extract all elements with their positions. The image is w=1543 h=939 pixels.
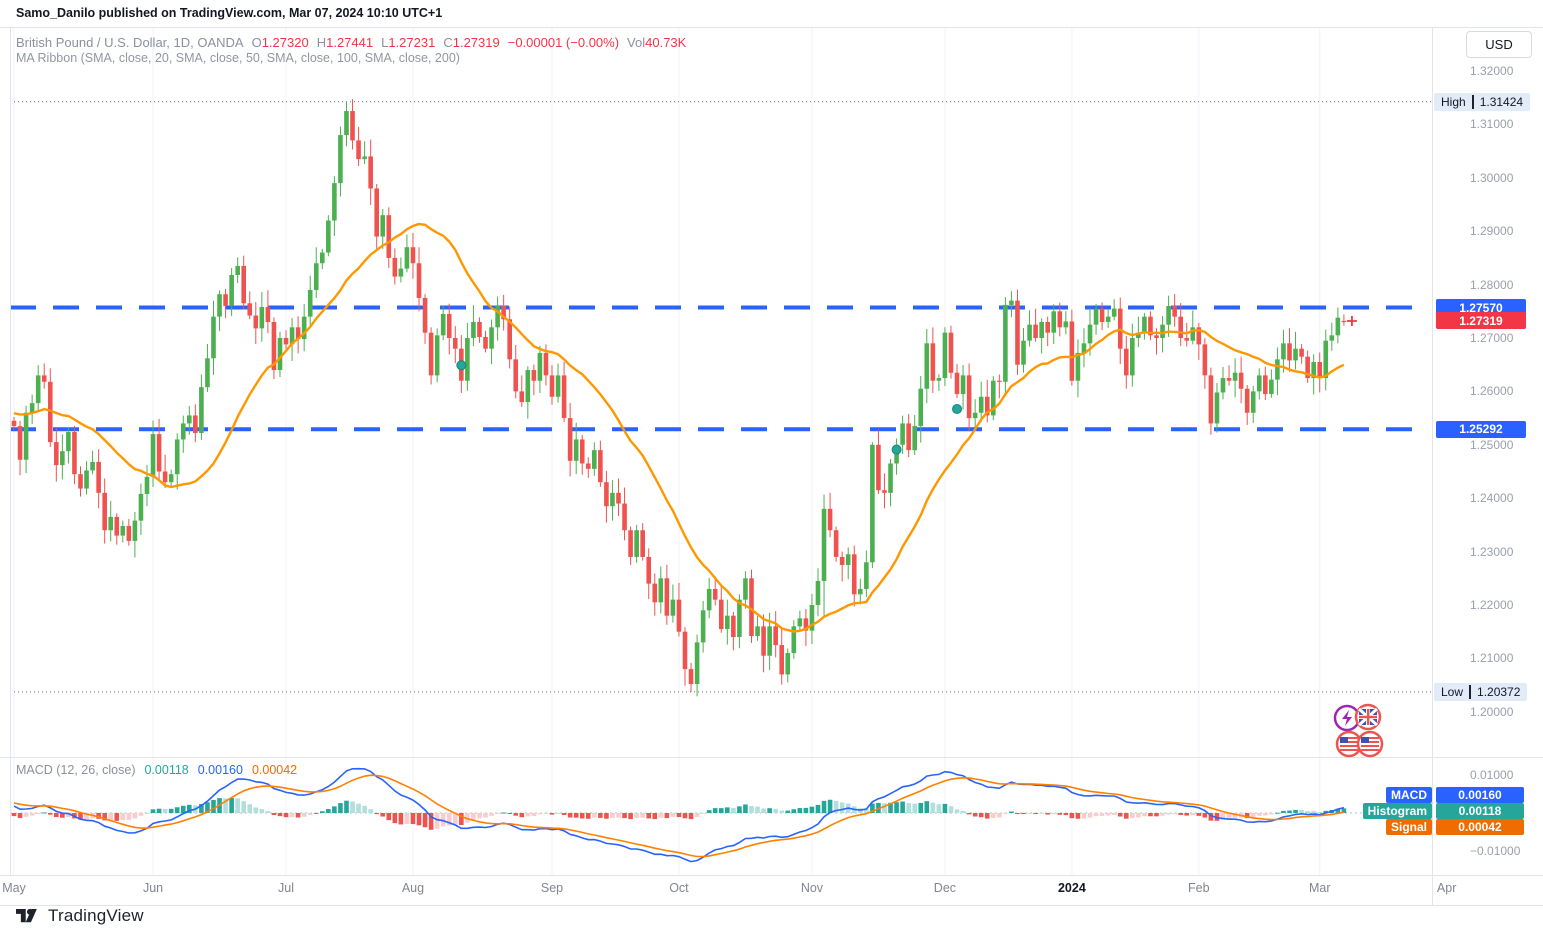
volume-label: Vol (627, 35, 646, 50)
open-value: 1.27320 (261, 35, 309, 50)
macd-signal-line (13, 774, 1345, 858)
low-value: 1.27231 (388, 35, 436, 50)
volume-value: 40.73K (645, 35, 687, 50)
market-icons-graphic (1333, 703, 1384, 758)
signal-marker (891, 444, 902, 455)
divider (0, 27, 1543, 28)
low-label: L (381, 35, 389, 50)
widget-bottom-border (0, 905, 1543, 906)
ma-ribbon-legend[interactable]: MA Ribbon (SMA, close, 20, SMA, close, 5… (16, 51, 460, 65)
market-status-icons (1330, 702, 1384, 758)
sma-line (13, 222, 1345, 633)
us-flag-icon-2 (1356, 730, 1384, 758)
high-label: H (316, 35, 327, 50)
close-label: C (443, 35, 453, 50)
tradingview-logo-icon (16, 908, 37, 923)
month-gridlines (13, 28, 1321, 875)
macd-line-value: 0.00160 (197, 763, 243, 777)
signal-marker (456, 360, 467, 371)
gb-flag-icon (1354, 703, 1382, 731)
macd-legend-title: MACD (12, 26, close) (16, 763, 136, 777)
last-price-cross (1346, 315, 1357, 326)
tradingview-logo-text: TradingView (48, 906, 144, 925)
currency-button[interactable]: USD (1466, 31, 1532, 58)
symbol-title: British Pound / U.S. Dollar, 1D, OANDA (16, 35, 244, 50)
macd-hist-value: 0.00118 (144, 763, 189, 777)
tradingview-logo[interactable]: TradingView (16, 906, 144, 926)
macd-legend[interactable]: MACD (12, 26, close) 0.00118 0.00160 0.0… (16, 763, 297, 777)
close-value: 1.27319 (452, 35, 500, 50)
high-value: 1.27441 (326, 35, 374, 50)
macd-line (13, 767, 1345, 863)
attribution-text: Samo_Danilo published on TradingView.com… (16, 6, 443, 20)
price-axis-border[interactable] (1432, 27, 1433, 905)
time-axis-border[interactable] (0, 875, 1543, 876)
change-value: −0.00001 (−0.00%) (507, 35, 620, 50)
plot-left-border (10, 27, 11, 875)
macd-signal-value: 0.00042 (251, 763, 298, 777)
candlestick-plot[interactable] (0, 0, 1543, 905)
pane-divider[interactable] (0, 757, 1543, 758)
candles-layer (11, 99, 1347, 697)
symbol-legend[interactable]: British Pound / U.S. Dollar, 1D, OANDA O… (16, 35, 686, 50)
open-label: O (251, 35, 262, 50)
signal-marker (952, 404, 963, 415)
us-flag-icon (1335, 730, 1363, 758)
